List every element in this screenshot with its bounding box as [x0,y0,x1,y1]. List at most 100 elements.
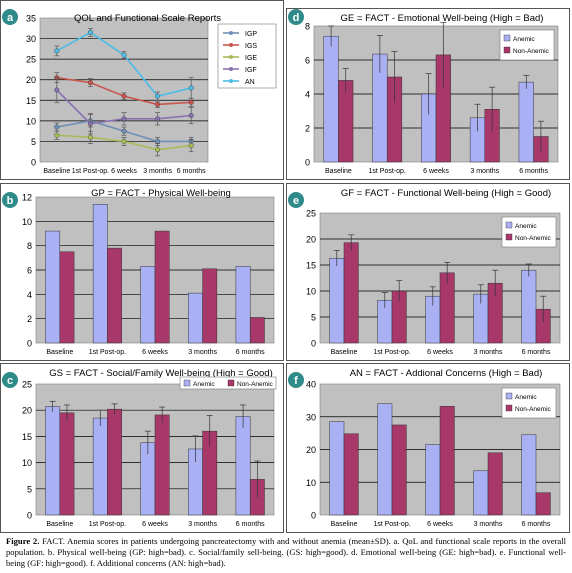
chart-title: GP = FACT - Physical Well-being [91,188,231,199]
legend-label: Anemic [515,394,537,401]
series-anemic [45,400,251,516]
y-tick-label: 4 [27,290,32,300]
panel-letter-badge [288,192,304,208]
y-tick-label: 20 [306,445,316,455]
series-ige [54,130,194,157]
x-tick-label: 1st Post-op. [369,168,406,175]
data-point [155,93,161,99]
series-non-anemic [343,406,551,516]
legend-label: AN [245,79,255,86]
bar [439,272,455,344]
data-point [121,138,127,144]
legend-label: IGE [245,55,257,62]
y-tick-label: 2 [27,314,32,324]
data-point [155,147,161,153]
bar [59,412,75,516]
x-tick-label: 1st Post-op. [373,349,410,356]
x-tick-label: 6 months [236,521,265,528]
y-tick-label: 10 [306,478,316,488]
legend-swatch [505,404,513,412]
y-tick-label: 30 [306,412,316,422]
panel-a: 0 5 10 15 20 25 30 35 Baseline 1st Post-op. 6 week… [0,0,284,180]
y-tick-label: 5 [31,137,36,147]
x-tick-label: Baseline [331,521,358,528]
series-non-anemic [338,22,549,163]
x-tick-label: Baseline [325,168,352,175]
x-tick-label: 6 weeks [111,168,137,175]
panel-letter-badge [2,9,18,25]
y-tick-label: 40 [306,380,316,390]
panel-letter-badge [2,192,18,208]
y-tick-label: 10 [22,458,32,468]
y-tick-label: 0 [311,339,316,349]
chart-title: QOL and Functional Scale Reports [74,13,221,24]
y-tick-label: 35 [26,14,36,24]
legend-label: Non-Anemic [515,406,552,413]
legend-label: IGF [245,67,257,74]
x-tick-label: Baseline [331,349,358,356]
series-igs [54,72,194,109]
bar [487,452,503,516]
data-point [87,80,93,86]
bar [425,444,441,516]
y-tick-label: 10 [306,287,316,297]
legend-label: Non-Anemic [515,235,552,242]
data-point [188,85,194,91]
x-tick-label: 6 weeks [142,521,168,528]
data-point [155,116,161,122]
x-tick-label: 1st Post-op. [89,349,126,356]
legend-marker [229,31,233,35]
y-tick-label: 12 [22,193,32,203]
legend [499,29,555,61]
chart-title: GS = FACT - Social/Family Well-being (Hi… [49,368,273,379]
data-point [188,99,194,105]
series-non-anemic [59,230,265,344]
x-tick-label: 6 months [522,349,551,356]
bar [473,470,489,516]
y-tick-label: 25 [26,55,36,65]
bar [45,230,61,344]
x-tick-label: 6 months [177,168,206,175]
caption-text: FACT. Anemia scores in patients undergoi… [6,536,567,568]
x-tick-label: 6 weeks [142,349,168,356]
legend [501,216,557,248]
x-tick-label: 3 months [143,168,172,175]
bar [338,80,354,163]
y-tick-label: 0 [27,339,32,349]
y-tick-label: 5 [311,313,316,323]
data-point [87,29,93,35]
caption-label: Figure 2. [6,536,40,546]
bar [59,251,75,344]
bar [202,268,218,344]
bar [92,204,108,344]
legend-swatch [503,34,511,42]
y-tick-label: 20 [26,75,36,85]
x-tick-label: 3 months [474,521,503,528]
panel-letter: b [7,195,14,207]
bar [329,421,345,516]
panel-letter-badge [288,9,304,25]
legend-marker [229,55,233,59]
bar [188,292,203,344]
bar [107,408,122,516]
panel-f: 0 10 20 30 40 Baseline 1st Post-op. 6 weeks 3 mo… [286,363,570,533]
x-tick-label: 6 months [236,349,265,356]
data-point [155,101,161,107]
legend-swatch [505,392,513,400]
x-tick-label: 3 months [474,349,503,356]
bar [329,257,345,344]
figure-caption: Figure 2. FACT. Anemia scores in patient… [6,536,566,569]
x-tick-label: 6 months [519,168,548,175]
y-tick-label: 6 [27,266,32,276]
chart-title: AN = FACT - Addional Concerns (High = Ba… [350,368,543,379]
data-point [54,87,60,93]
data-point [121,128,127,134]
y-tick-label: 6 [305,56,310,66]
y-tick-label: 8 [305,22,310,32]
bar [535,492,551,516]
bar [235,416,251,516]
legend-swatch [183,379,191,387]
x-tick-label: 6 months [522,521,551,528]
x-tick-label: Baseline [46,349,73,356]
